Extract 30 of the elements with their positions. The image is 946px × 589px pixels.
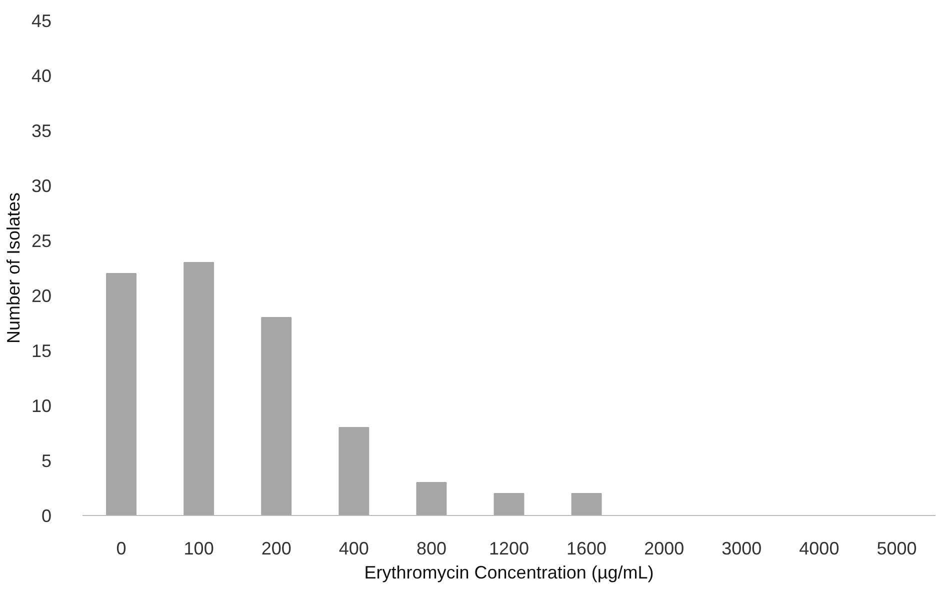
bar [106,273,137,516]
bar [494,493,524,516]
y-tick-label: 20 [31,286,52,306]
bar [416,482,447,516]
bar [184,262,214,516]
x-tick-label: 200 [261,538,292,558]
x-tick-label: 4000 [799,538,840,558]
bar [261,317,292,516]
x-tick-label: 100 [184,538,214,558]
bar [571,493,602,516]
x-tick-label: 1200 [488,538,530,558]
y-axis-title: Number of Isolates [3,192,24,344]
y-tick-label: 30 [31,176,52,196]
bar [338,427,370,516]
x-axis-title: Erythromycin Concentration (µg/mL) [364,562,654,582]
x-tick-label: 0 [116,538,126,558]
y-tick-label: 0 [41,506,52,526]
x-tick-label: 800 [416,538,446,558]
y-tick-label: 15 [31,341,52,361]
x-tick-label: 2000 [644,538,684,558]
x-tick-label: 5000 [876,538,917,558]
x-tick-label: 3000 [722,538,762,558]
y-tick-label: 5 [41,451,52,471]
x-tick-label: 400 [338,538,369,558]
y-tick-label: 10 [31,396,52,416]
y-tick-label: 35 [31,121,52,141]
y-tick-label: 40 [31,66,52,86]
y-tick-label: 45 [31,11,52,31]
x-tick-label: 1600 [566,538,607,558]
y-tick-label: 25 [31,231,52,251]
